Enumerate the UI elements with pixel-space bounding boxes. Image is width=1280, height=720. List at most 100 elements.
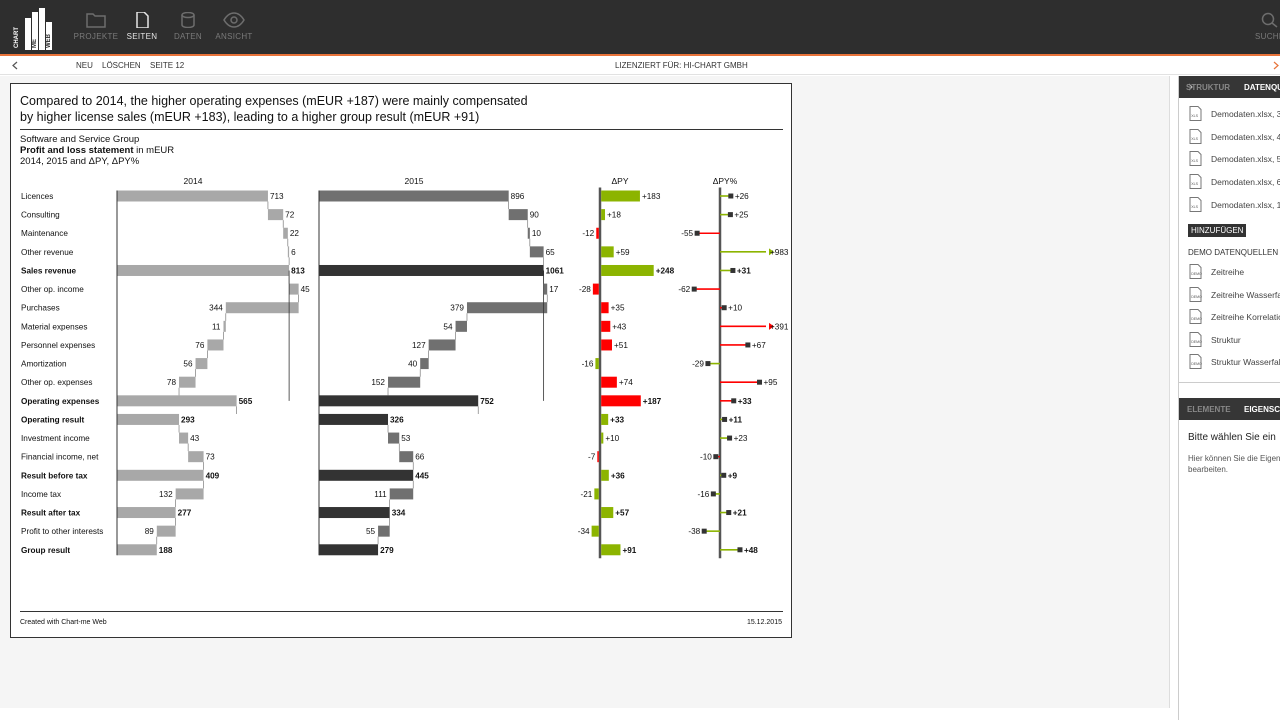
bar-2015-value: 279: [380, 546, 394, 555]
bar-2014-bar: [225, 302, 299, 314]
pnl-chart: 2014 2015 ΔPY ΔPY% Licences Consulting Mainten…: [21, 176, 789, 559]
row-label: Other op. income: [21, 285, 84, 294]
nav-suche[interactable]: SUCHE: [1246, 12, 1280, 41]
dpy-bar: [601, 209, 606, 221]
bar-2015-value: 152: [371, 378, 385, 387]
tab-elemente[interactable]: ELEMENTE: [1187, 405, 1231, 414]
nav-seiten[interactable]: SEITEN: [116, 12, 168, 41]
delete-button[interactable]: LÖSCHEN: [102, 61, 141, 70]
data-file-item[interactable]: XLS Demodaten.xlsx, 1: [1189, 195, 1280, 215]
data-file-item[interactable]: XLS Demodaten.xlsx, 4: [1189, 127, 1280, 147]
row-label: Maintenance: [21, 229, 68, 238]
dpyp-value: +983: [770, 248, 789, 257]
bar-2015-bar: [388, 376, 421, 388]
dpy-value: -12: [582, 229, 594, 238]
nav-daten-label: DATEN: [173, 32, 203, 41]
right-panel: STRUKTUR DATENQUELLEN XLS Demodaten.xlsx,…: [1178, 76, 1280, 720]
subtitle: Software and Service Group Profit and lo…: [20, 134, 174, 167]
collapse-chevron-icon[interactable]: [1188, 83, 1194, 91]
bar-2015-value: 55: [366, 527, 376, 536]
svg-text:DEMO: DEMO: [1191, 295, 1202, 299]
dpyp-pin: [694, 230, 700, 236]
dpy-value: +59: [616, 248, 630, 257]
footer-left: Created with Chart-me Web: [20, 619, 107, 626]
demo-file-label: Zeitreihe Korrelation: [1211, 312, 1280, 323]
bar-2014-bar: [287, 246, 290, 258]
dpy-value: -28: [579, 285, 591, 294]
folder-icon: [86, 13, 106, 28]
dpy-bar: [595, 358, 599, 370]
row-label: Other revenue: [21, 248, 74, 257]
demo-file-icon: DEMO: [1189, 264, 1202, 279]
bar-2014-bar: [117, 190, 268, 202]
column-header-dpyp: ΔPY%: [713, 176, 738, 186]
dpy-bar: [601, 339, 612, 351]
dpyp-overflow-arrow: [769, 248, 774, 256]
panel-divider: [1179, 382, 1280, 383]
new-button[interactable]: NEU: [76, 61, 93, 70]
row-label: Material expenses: [21, 322, 87, 331]
bar-2014-value: 22: [290, 229, 300, 238]
dpy-bar: [601, 320, 611, 332]
dpyp-value: +11: [729, 415, 743, 424]
demo-file-item[interactable]: DEMO Zeitreihe Korrelation: [1189, 307, 1280, 327]
bar-2014-value: 73: [206, 453, 216, 462]
dpyp-value: +26: [735, 192, 749, 201]
report-page[interactable]: Compared to 2014, the higher operating e…: [10, 83, 792, 638]
dpyp-value: -38: [688, 527, 700, 536]
dpyp-value: +33: [738, 397, 752, 406]
data-file-item[interactable]: XLS Demodaten.xlsx, 6: [1189, 172, 1280, 192]
nav-projekte[interactable]: PROJEKTE: [70, 12, 122, 41]
bar-2014-value: 132: [159, 490, 173, 499]
dpyp-value: +391: [770, 322, 789, 331]
dpy-value: +91: [622, 546, 636, 555]
tab-datenquellen[interactable]: DATENQUELLEN: [1244, 83, 1280, 92]
demo-file-item[interactable]: DEMO Zeitreihe: [1189, 262, 1280, 282]
tab-struktur[interactable]: STRUKTUR: [1186, 83, 1230, 92]
row-label: Investment income: [21, 434, 90, 443]
dpy-bar: [594, 488, 599, 500]
dpyp-overflow-arrow: [769, 322, 774, 330]
bar-2014-bar: [117, 395, 237, 407]
dpy-value: +57: [615, 509, 629, 518]
bar-2014-value: 89: [145, 527, 155, 536]
chevron-left-icon[interactable]: [11, 61, 19, 70]
bar-2014-bar: [179, 432, 189, 444]
dpyp-pin: [713, 454, 719, 460]
tab-eigenschaften[interactable]: EIGENSCHAFTEN: [1244, 405, 1280, 414]
nav-daten[interactable]: DATEN: [162, 12, 214, 41]
demo-file-item[interactable]: DEMO Zeitreihe Wasserfall: [1189, 285, 1280, 305]
bar-2014-bar: [117, 413, 180, 425]
bar-2014-bar: [117, 469, 204, 481]
chart-me-logo[interactable]: CHART ME WEB: [10, 8, 56, 50]
dpy-bar: [601, 190, 640, 202]
dpy-value: +183: [642, 192, 661, 201]
dpy-value: -7: [588, 453, 596, 462]
panel-tabs-top: STRUKTUR DATENQUELLEN: [1179, 76, 1280, 98]
demo-file-label: Struktur Wasserfall: [1211, 357, 1280, 368]
dpyp-value: +67: [752, 341, 766, 350]
dpyp-value: -16: [698, 490, 710, 499]
add-button[interactable]: HINZUFÜGEN: [1188, 224, 1247, 237]
svg-text:DEMO: DEMO: [1191, 272, 1202, 276]
data-file-item[interactable]: XLS Demodaten.xlsx, 5: [1189, 149, 1280, 169]
logo-text-2: ME: [32, 39, 38, 48]
bar-2014-bar: [175, 488, 204, 500]
bar-2015-value: 111: [374, 490, 387, 499]
bar-2015-value: 10: [532, 229, 542, 238]
bar-2015-bar: [428, 339, 456, 351]
page-indicator: SEITE 12: [150, 61, 185, 70]
chevron-right-icon[interactable]: [1272, 61, 1280, 70]
bar-2015-value: 1061: [546, 266, 565, 275]
dpy-bar: [601, 395, 641, 407]
bar-2014-value: 6: [291, 248, 296, 257]
dpy-value: +35: [611, 304, 625, 313]
nav-ansicht[interactable]: ANSICHT: [208, 12, 260, 41]
dpy-value: +74: [619, 378, 633, 387]
demo-file-item[interactable]: DEMO Struktur Wasserfall: [1189, 352, 1280, 372]
bar-2015-value: 334: [392, 509, 406, 518]
demo-file-item[interactable]: DEMO Struktur: [1189, 330, 1280, 350]
xls-file-icon: XLS: [1189, 174, 1202, 190]
dpy-bar: [596, 227, 599, 239]
data-file-item[interactable]: XLS Demodaten.xlsx, 3: [1189, 104, 1280, 124]
